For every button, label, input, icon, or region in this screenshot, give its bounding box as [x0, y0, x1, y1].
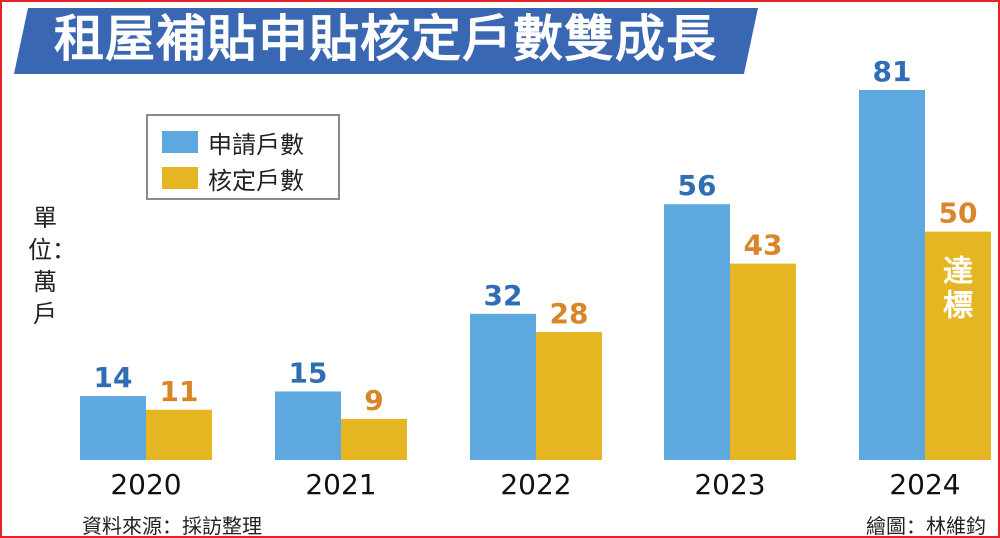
bar-applied-2021 [275, 391, 341, 460]
bar-applied-2024 [859, 90, 925, 460]
bar-applied-2020 [80, 396, 146, 460]
value-label-approved-2024: 50 [939, 197, 978, 230]
bar-approved-2022 [536, 332, 602, 460]
bar-applied-2023 [664, 204, 730, 460]
value-label-applied-2020: 14 [94, 361, 133, 394]
value-label-applied-2022: 32 [484, 279, 523, 312]
value-label-applied-2024: 81 [873, 55, 912, 88]
legend-item-approved: 核定戶數 [162, 162, 304, 195]
credit-note: 繪圖：林維鈞 [866, 514, 986, 538]
bar-applied-2022 [470, 313, 536, 460]
legend-swatch-applied [162, 131, 198, 153]
bar-approved-2021 [341, 418, 407, 460]
source-note: 資料來源：採訪整理 [82, 514, 262, 538]
value-label-applied-2021: 15 [289, 356, 328, 389]
value-label-approved-2022: 28 [550, 297, 589, 330]
value-label-applied-2023: 56 [678, 169, 717, 202]
value-label-approved-2021: 9 [364, 384, 383, 417]
bar-approved-2024 [925, 231, 991, 460]
value-label-approved-2023: 43 [744, 229, 783, 262]
legend: 申請戶數 核定戶數 [146, 114, 340, 200]
value-label-approved-2020: 11 [160, 375, 199, 408]
x-tick-label-2022: 2022 [500, 468, 571, 501]
x-tick-label-2024: 2024 [889, 468, 960, 501]
annotation-char: 達 [943, 255, 973, 290]
x-tick-label-2020: 2020 [110, 468, 181, 501]
legend-item-applied: 申請戶數 [162, 126, 304, 159]
x-tick-label-2023: 2023 [694, 468, 765, 501]
bar-approved-2023 [730, 263, 796, 460]
legend-label-applied: 申請戶數 [208, 130, 304, 159]
bar-approved-2020 [146, 409, 212, 460]
chart-title: 租屋補貼申貼核定戶數雙成長 [54, 10, 717, 68]
legend-label-approved: 核定戶數 [208, 166, 304, 195]
annotation-label: 達標 [943, 255, 973, 324]
x-tick-label-2021: 2021 [305, 468, 376, 501]
annotation-char: 標 [943, 289, 973, 324]
legend-swatch-approved [162, 167, 198, 189]
